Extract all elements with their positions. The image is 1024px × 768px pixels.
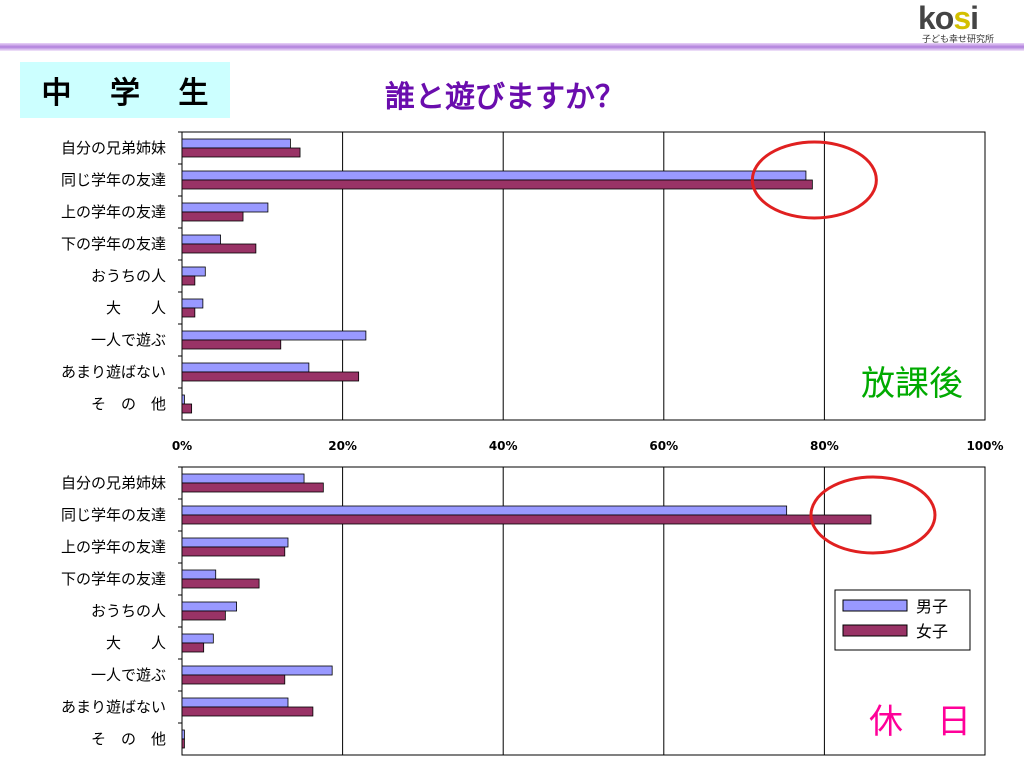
bar-girls: [181, 738, 185, 749]
category-label: 自分の兄弟姉妹: [61, 474, 166, 492]
category-label: 上の学年の友達: [61, 203, 166, 221]
bar-girls: [181, 339, 282, 350]
bar-girls: [181, 403, 193, 414]
legend-swatch-girls: [842, 624, 908, 637]
bar-boys: [181, 633, 214, 644]
question-heading: 誰と遊びますか？: [385, 80, 625, 115]
legend-box: [834, 589, 971, 651]
bar-boys: [181, 266, 206, 277]
category-label: 下の学年の友達: [61, 570, 166, 588]
bar-boys: [181, 601, 238, 612]
bar-girls: [181, 243, 257, 254]
logo-brand: kosi: [918, 0, 979, 36]
x-tick-label: 60%: [649, 439, 678, 453]
category-label: 自分の兄弟姉妹: [61, 139, 166, 157]
legend-swatch-boys: [842, 599, 908, 612]
page-title: 中 学 生: [20, 62, 230, 118]
bar-girls: [181, 211, 244, 222]
bar-boys: [181, 569, 217, 580]
bar-boys: [181, 234, 221, 245]
bar-girls: [181, 546, 286, 557]
bar-boys: [181, 362, 310, 373]
category-label: 同じ学年の友達: [61, 506, 166, 524]
bar-girls: [181, 706, 314, 717]
bar-boys: [181, 473, 305, 484]
red-ellipse-highlight: [809, 475, 937, 555]
kosi-logo: kosi 子ども幸せ研究所: [918, 2, 1022, 50]
bar-girls: [181, 371, 360, 382]
category-label: 一人で遊ぶ: [91, 666, 166, 684]
category-label: そ の 他: [91, 730, 166, 748]
bar-boys: [181, 138, 291, 149]
category-label: 上の学年の友達: [61, 538, 166, 556]
category-label: 同じ学年の友達: [61, 171, 166, 189]
bar-boys: [181, 665, 333, 676]
bar-girls: [181, 578, 260, 589]
bar-boys: [181, 505, 788, 516]
category-label: あまり遊ばない: [61, 363, 166, 381]
bar-boys: [181, 394, 185, 405]
x-tick-label: 40%: [489, 439, 518, 453]
bar-boys: [181, 729, 185, 740]
category-label: あまり遊ばない: [61, 698, 166, 716]
category-label: 下の学年の友達: [61, 235, 166, 253]
bar-girls: [181, 147, 301, 158]
bar-girls: [181, 610, 226, 621]
category-label: 大 人: [106, 634, 166, 652]
x-tick-label: 0%: [172, 439, 192, 453]
x-tick-label: 100%: [966, 439, 1003, 453]
bar-girls: [181, 307, 196, 318]
bar-girls: [181, 514, 872, 525]
header-divider-line: [0, 43, 1024, 51]
bar-boys: [181, 537, 289, 548]
category-label: おうちの人: [91, 602, 166, 620]
red-ellipse-highlight: [750, 140, 878, 220]
x-tick-label: 20%: [328, 439, 357, 453]
category-label: 一人で遊ぶ: [91, 331, 166, 349]
bar-girls: [181, 674, 286, 685]
bar-girls: [181, 642, 205, 653]
bar-boys: [181, 170, 807, 181]
bar-boys: [181, 330, 367, 341]
section-tag: 放課後: [861, 364, 963, 404]
section-tag: 休 日: [869, 702, 971, 742]
category-label: 大 人: [106, 299, 166, 317]
logo-subtitle: 子ども幸せ研究所: [922, 35, 995, 45]
legend-label: 女子: [916, 622, 948, 641]
bar-girls: [181, 482, 324, 493]
x-tick-label: 80%: [810, 439, 839, 453]
bar-girls: [181, 275, 196, 286]
category-label: おうちの人: [91, 267, 166, 285]
bar-boys: [181, 697, 289, 708]
category-label: そ の 他: [91, 395, 166, 413]
bar-girls: [181, 179, 813, 190]
bar-boys: [181, 202, 269, 213]
bar-boys: [181, 298, 204, 309]
legend-label: 男子: [916, 597, 948, 616]
